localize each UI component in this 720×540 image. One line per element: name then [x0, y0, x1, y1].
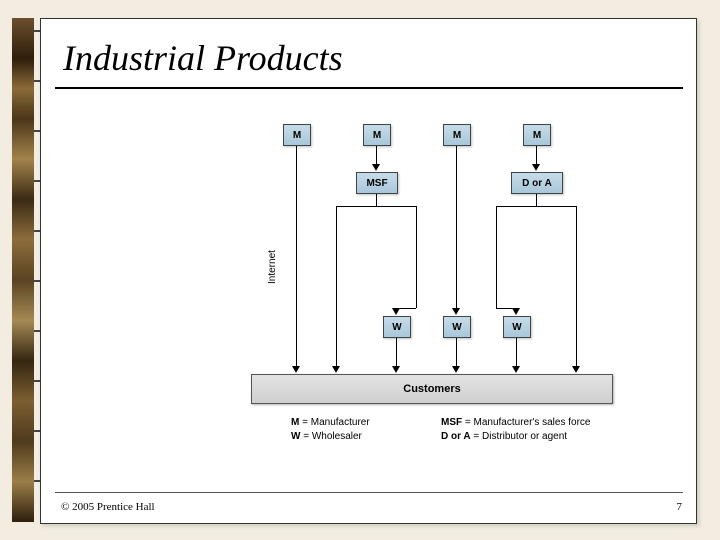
legend-msf-key: MSF	[441, 417, 462, 428]
node-dora: D or A	[511, 172, 563, 194]
node-m2: M	[363, 124, 391, 146]
node-m3: M	[443, 124, 471, 146]
edge-w1-cust	[396, 338, 397, 366]
arrow-m2-msf	[372, 164, 380, 171]
arrow-m4-dora	[532, 164, 540, 171]
node-m4: M	[523, 124, 551, 146]
arrow-dora-w3	[512, 308, 520, 315]
channel-diagram: M M M M MSF D or A W W W Customers Inter…	[221, 124, 661, 474]
edge-msf-w1-v	[416, 206, 417, 308]
edge-msf-cust	[336, 206, 337, 366]
legend-dora-key: D or A	[441, 431, 471, 442]
node-customers: Customers	[251, 374, 613, 404]
edge-m1-cust	[296, 146, 297, 366]
edge-dora-w3-v	[496, 206, 497, 308]
node-m1: M	[283, 124, 311, 146]
slide-title: Industrial Products	[63, 37, 343, 79]
decorative-left-strip	[12, 18, 34, 522]
arrow-msf-cust	[332, 366, 340, 373]
title-underline	[55, 87, 683, 89]
arrow-m3-w2	[452, 308, 460, 315]
edge-m2-msf	[376, 146, 377, 166]
arrow-w3-cust	[512, 366, 520, 373]
legend-right: MSF = Manufacturer's sales force D or A …	[441, 416, 590, 444]
node-w2: W	[443, 316, 471, 338]
legend-dora-val: = Distributor or agent	[473, 431, 567, 442]
legend-w-val: = Wholesaler	[303, 431, 362, 442]
arrow-w1-cust	[392, 366, 400, 373]
arrow-w2-cust	[452, 366, 460, 373]
legend-m-key: M	[291, 417, 299, 428]
node-msf: MSF	[356, 172, 398, 194]
legend-left: M = Manufacturer W = Wholesaler	[291, 416, 370, 444]
edge-w2-cust	[456, 338, 457, 366]
arrow-msf-w1	[392, 308, 400, 315]
copyright-text: © 2005 Prentice Hall	[61, 501, 155, 513]
internet-label: Internet	[267, 250, 278, 284]
dora-fork-bar	[496, 206, 576, 207]
edge-m3-w2	[456, 146, 457, 310]
legend-m-val: = Manufacturer	[302, 417, 370, 428]
node-w1: W	[383, 316, 411, 338]
slide-canvas: Industrial Products M M M M MSF D or A W…	[40, 18, 697, 524]
msf-fork-bar	[336, 206, 416, 207]
footer-divider	[55, 492, 683, 493]
legend-msf-val: = Manufacturer's sales force	[465, 417, 591, 428]
edge-m4-dora	[536, 146, 537, 166]
edge-dora-cust	[576, 206, 577, 366]
node-w3: W	[503, 316, 531, 338]
msf-fork-stem	[376, 194, 377, 206]
edge-w3-cust	[516, 338, 517, 366]
arrow-dora-cust	[572, 366, 580, 373]
arrow-m1-cust	[292, 366, 300, 373]
dora-fork-stem	[536, 194, 537, 206]
legend-w-key: W	[291, 431, 300, 442]
page-number: 7	[677, 501, 683, 513]
